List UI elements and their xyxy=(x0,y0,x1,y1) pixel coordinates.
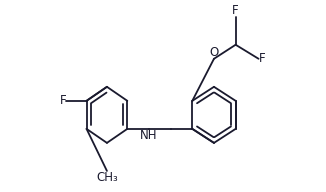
Text: NH: NH xyxy=(140,129,158,142)
Text: F: F xyxy=(259,52,265,65)
Text: CH₃: CH₃ xyxy=(96,171,118,184)
Text: O: O xyxy=(209,46,219,59)
Text: F: F xyxy=(60,94,66,107)
Text: F: F xyxy=(232,4,239,17)
